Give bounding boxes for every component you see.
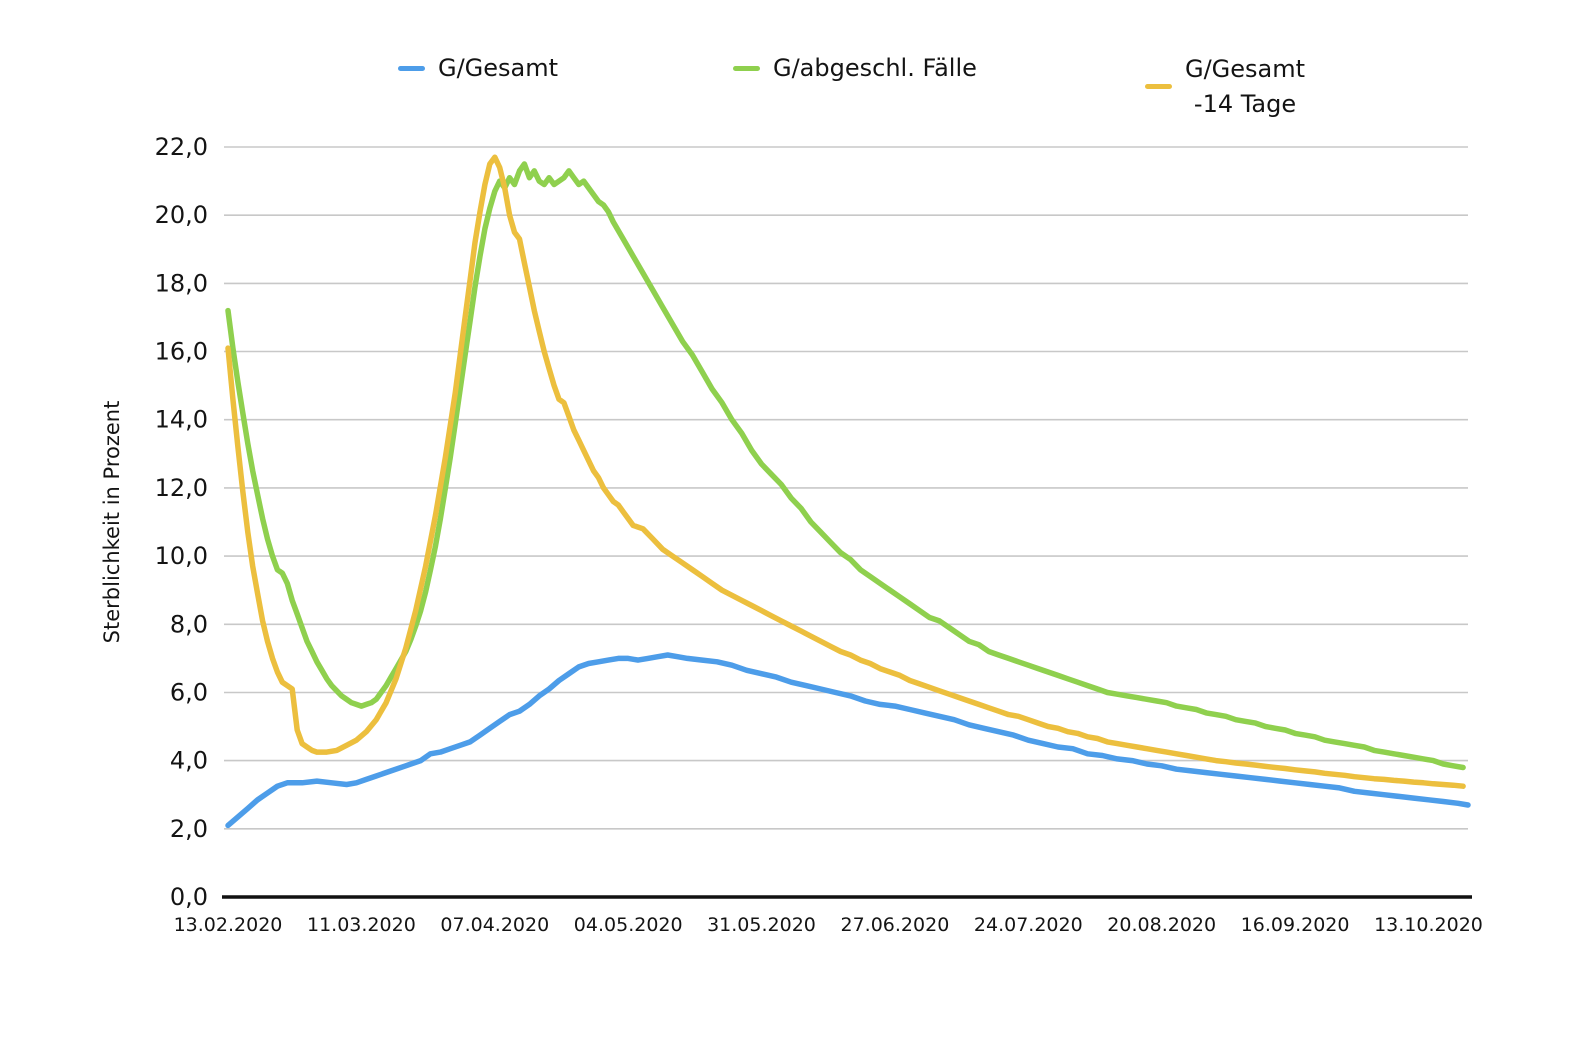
series-line-2 [225,161,1466,771]
x-tick-label: 20.08.2020 [1107,914,1216,936]
y-tick-label: 20,0 [155,201,208,229]
legend-label-g-gesamt: G/Gesamt [438,54,559,82]
x-tick-label: 07.04.2020 [440,914,549,936]
x-tick-label: 13.02.2020 [174,914,283,936]
x-tick-label: 11.03.2020 [307,914,416,936]
y-tick-label: 0,0 [170,883,208,911]
y-tick-label: 2,0 [170,815,208,843]
legend-label-g-abgeschl-faelle: G/abgeschl. Fälle [773,54,977,82]
series-line-3 [225,154,1466,789]
x-tick-label: 13.10.2020 [1374,914,1483,936]
chart-legend: G/Gesamt G/abgeschl. Fälle G/Gesamt -14 … [0,0,1580,130]
y-tick-label: 16,0 [155,338,208,366]
x-tick-label: 27.06.2020 [841,914,950,936]
y-tick-label: 6,0 [170,679,208,707]
y-tick-label: 4,0 [170,747,208,775]
legend-label-g-gesamt-14-tage-line1: G/Gesamt [1185,55,1306,83]
legend-item-g-gesamt: G/Gesamt [398,54,558,82]
x-tick-label: 04.05.2020 [574,914,683,936]
y-tick-label: 18,0 [155,269,208,297]
y-tick-label: 14,0 [155,406,208,434]
legend-label-g-gesamt-14-tage-line2: -14 Tage [1193,89,1297,118]
y-tick-label: 12,0 [155,474,208,502]
legend-item-g-abgeschl-faelle: G/abgeschl. Fälle [733,54,977,82]
x-tick-label: 31.05.2020 [707,914,816,936]
legend-line-marker-green-icon [733,65,760,71]
x-tick-label: 16.09.2020 [1241,914,1350,936]
y-tick-label: 8,0 [170,610,208,638]
x-tick-label: 24.07.2020 [974,914,1083,936]
legend-line-marker-blue-icon [398,65,425,71]
series-line-1 [225,652,1471,829]
legend-line-marker-yellow-icon [1145,84,1172,90]
y-axis-title: Sterblichkeit in Prozent [100,400,124,644]
y-tick-label: 22,0 [155,133,208,161]
y-tick-label: 10,0 [155,542,208,570]
legend-item-g-gesamt-14-tage: G/Gesamt -14 Tage [1145,52,1305,122]
